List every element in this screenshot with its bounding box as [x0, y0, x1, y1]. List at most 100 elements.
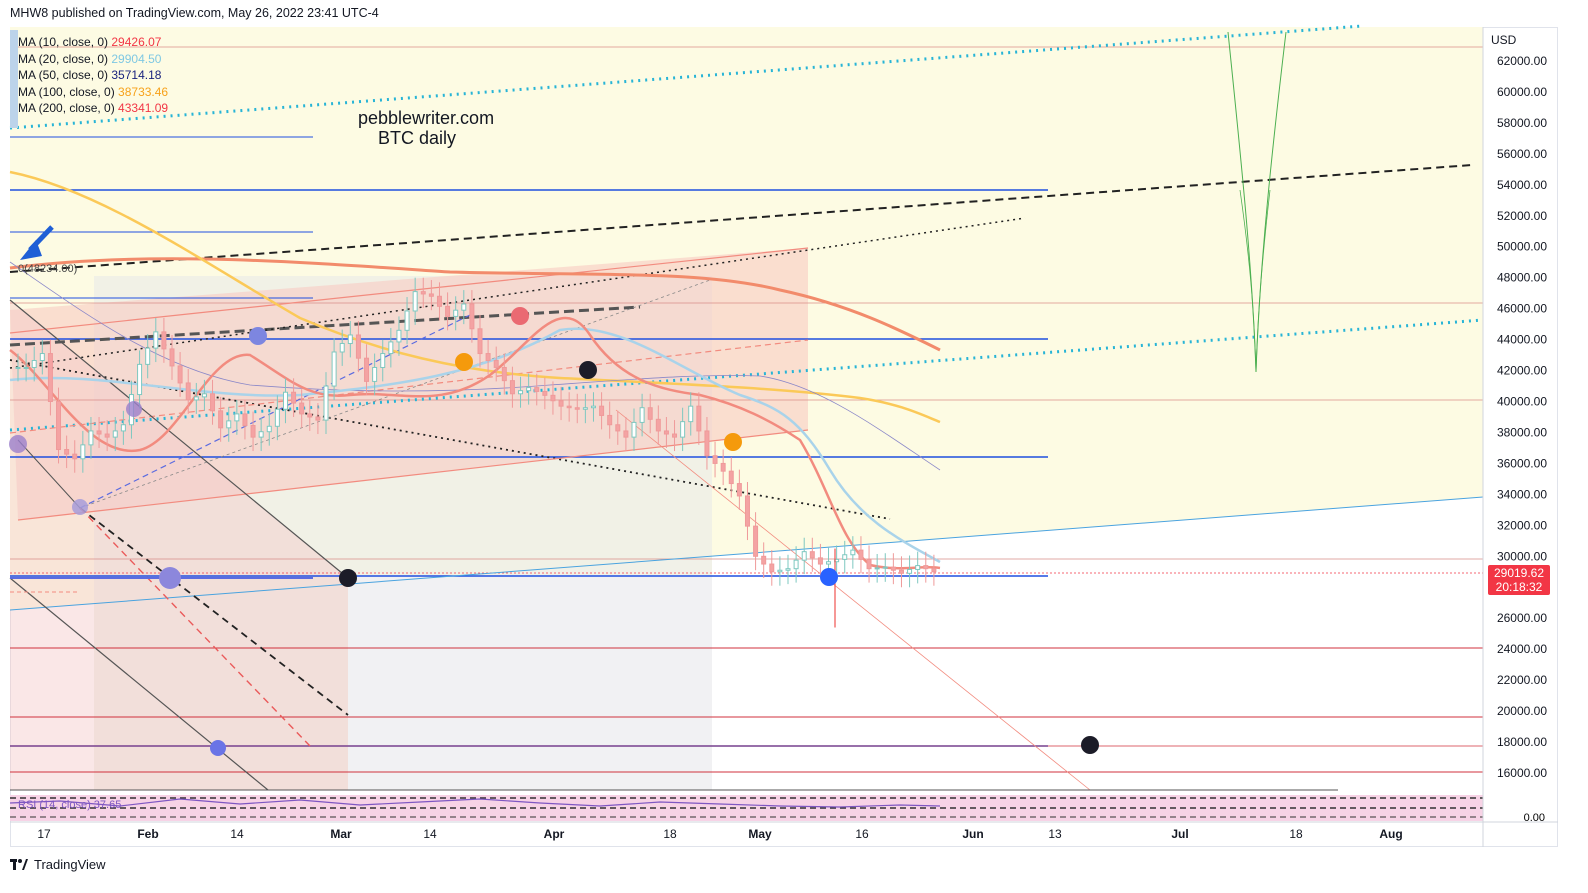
legend-value: 29904.50	[111, 51, 162, 66]
x-tick-label: 17	[37, 827, 51, 841]
legend-row[interactable]: MA (50, close, 0) 35714.18	[18, 67, 168, 84]
footer[interactable]: TradingView	[10, 857, 106, 872]
candle-body	[218, 410, 224, 429]
candle-body	[477, 328, 483, 355]
y-tick-label: 20000.00	[1497, 704, 1547, 718]
last-price: 29019.62	[1493, 566, 1545, 580]
price-axis[interactable]: USD 62000.00 60000.00 58000.00 56000.00 5400…	[1482, 27, 1547, 847]
candle-body	[809, 551, 815, 559]
legend-value: 35714.18	[111, 68, 162, 82]
x-tick-label: 14	[423, 827, 437, 841]
candle-body	[566, 405, 572, 409]
marker-orange	[455, 353, 473, 371]
candle-body	[850, 549, 856, 556]
markers	[9, 307, 1099, 756]
candle-body	[558, 400, 564, 407]
candle-body	[153, 331, 159, 349]
candle-body	[615, 424, 621, 432]
candle-body	[47, 353, 53, 403]
svg-text:0(48234.00): 0(48234.00)	[18, 263, 77, 275]
legend-value: 43341.09	[118, 101, 169, 115]
candle-body	[599, 405, 605, 416]
candle-body	[169, 348, 175, 367]
candle-body	[680, 421, 686, 438]
y-tick-label: 38000.00	[1497, 425, 1547, 439]
candle-body	[388, 341, 394, 355]
candle-body	[672, 433, 678, 438]
candle-body	[696, 405, 702, 432]
candle-body	[396, 329, 402, 343]
candle-body	[753, 525, 759, 557]
candle-body	[501, 366, 507, 382]
candle-body	[631, 421, 637, 438]
candle-body	[550, 394, 556, 402]
candle-body	[493, 360, 499, 368]
y-tick-label: 30000.00	[1497, 549, 1547, 563]
horizontal-levels	[10, 46, 1483, 773]
candle-body	[120, 424, 126, 432]
candle-body	[266, 425, 272, 433]
x-tick-label: Mar	[330, 827, 352, 841]
x-tick-label: Aug	[1379, 827, 1402, 841]
candle-body	[639, 407, 645, 423]
y-tick-label: 60000.00	[1497, 85, 1547, 99]
legend-row[interactable]: MA (20, close, 0) 29904.50	[18, 51, 168, 68]
candle-body	[112, 430, 118, 438]
x-tick-label: Apr	[544, 827, 565, 841]
candle-body	[826, 561, 832, 565]
candle-body	[704, 430, 710, 457]
x-tick-label: 18	[1289, 827, 1303, 841]
candle-body	[177, 365, 183, 384]
candle-body	[655, 418, 661, 432]
indicator-legend: MA (10, close, 0) 29426.07 MA (20, close,…	[18, 34, 168, 117]
background-zones	[10, 27, 1483, 821]
candle-body	[720, 462, 726, 472]
candle-body	[307, 413, 313, 418]
marker-blue	[210, 740, 226, 756]
legend-row[interactable]: MA (10, close, 0) 29426.07	[18, 34, 168, 51]
candle-body	[331, 351, 337, 387]
marker-purple	[72, 499, 88, 515]
candle-body	[485, 353, 491, 362]
candle-body	[104, 433, 110, 438]
marker-blue	[820, 568, 838, 586]
candle-body	[56, 401, 62, 451]
candle-body	[404, 310, 410, 331]
candle-body	[31, 360, 37, 368]
x-tick-label: 18	[663, 827, 677, 841]
candle-body	[193, 396, 199, 401]
candle-body	[274, 408, 280, 427]
y-tick-label: 24000.00	[1497, 642, 1547, 656]
legend-row[interactable]: MA (200, close, 0) 43341.09	[18, 100, 168, 117]
publisher-header: MHW8 published on TradingView.com, May 2…	[10, 6, 379, 20]
y-tick-label: 56000.00	[1497, 147, 1547, 161]
x-tick-label: 16	[855, 827, 869, 841]
rsi-legend: RSI (14, close) 37.65	[18, 799, 121, 811]
y-tick-label: 16000.00	[1497, 766, 1547, 780]
projection-curve-inner	[1239, 189, 1271, 373]
candle-body	[258, 431, 264, 438]
candle-body	[461, 303, 467, 311]
candle-body	[623, 430, 629, 438]
legend-row[interactable]: MA (100, close, 0) 38733.46	[18, 84, 168, 101]
legend-label: MA (100, close, 0)	[18, 84, 119, 99]
y-tick-label: 32000.00	[1497, 518, 1547, 532]
y-tick-label: 62000.00	[1497, 54, 1547, 68]
candle-body	[663, 430, 669, 435]
marker-purple-large	[159, 567, 181, 589]
candle-body	[250, 425, 256, 438]
candle-body	[282, 391, 288, 410]
y-tick-label: 40000.00	[1497, 395, 1547, 409]
y-tick-label: 52000.00	[1497, 209, 1547, 223]
x-tick-label: 13	[1048, 827, 1062, 841]
candle-body	[364, 357, 370, 382]
candle-body	[64, 449, 70, 455]
candle-body	[291, 391, 297, 404]
tradingview-brand: TradingView	[34, 857, 106, 872]
arrow-annotation: 0(48234.00)	[18, 225, 77, 275]
time-axis[interactable]: 17 Feb 14 Mar 14 Apr 18 May 16 Jun 13 Jul 18 Aug	[10, 821, 1558, 841]
tradingview-logo-icon	[10, 858, 28, 871]
legend-scroll-handle	[10, 30, 18, 128]
rsi-pane: RSI (14, close) 37.65	[9, 789, 1483, 818]
